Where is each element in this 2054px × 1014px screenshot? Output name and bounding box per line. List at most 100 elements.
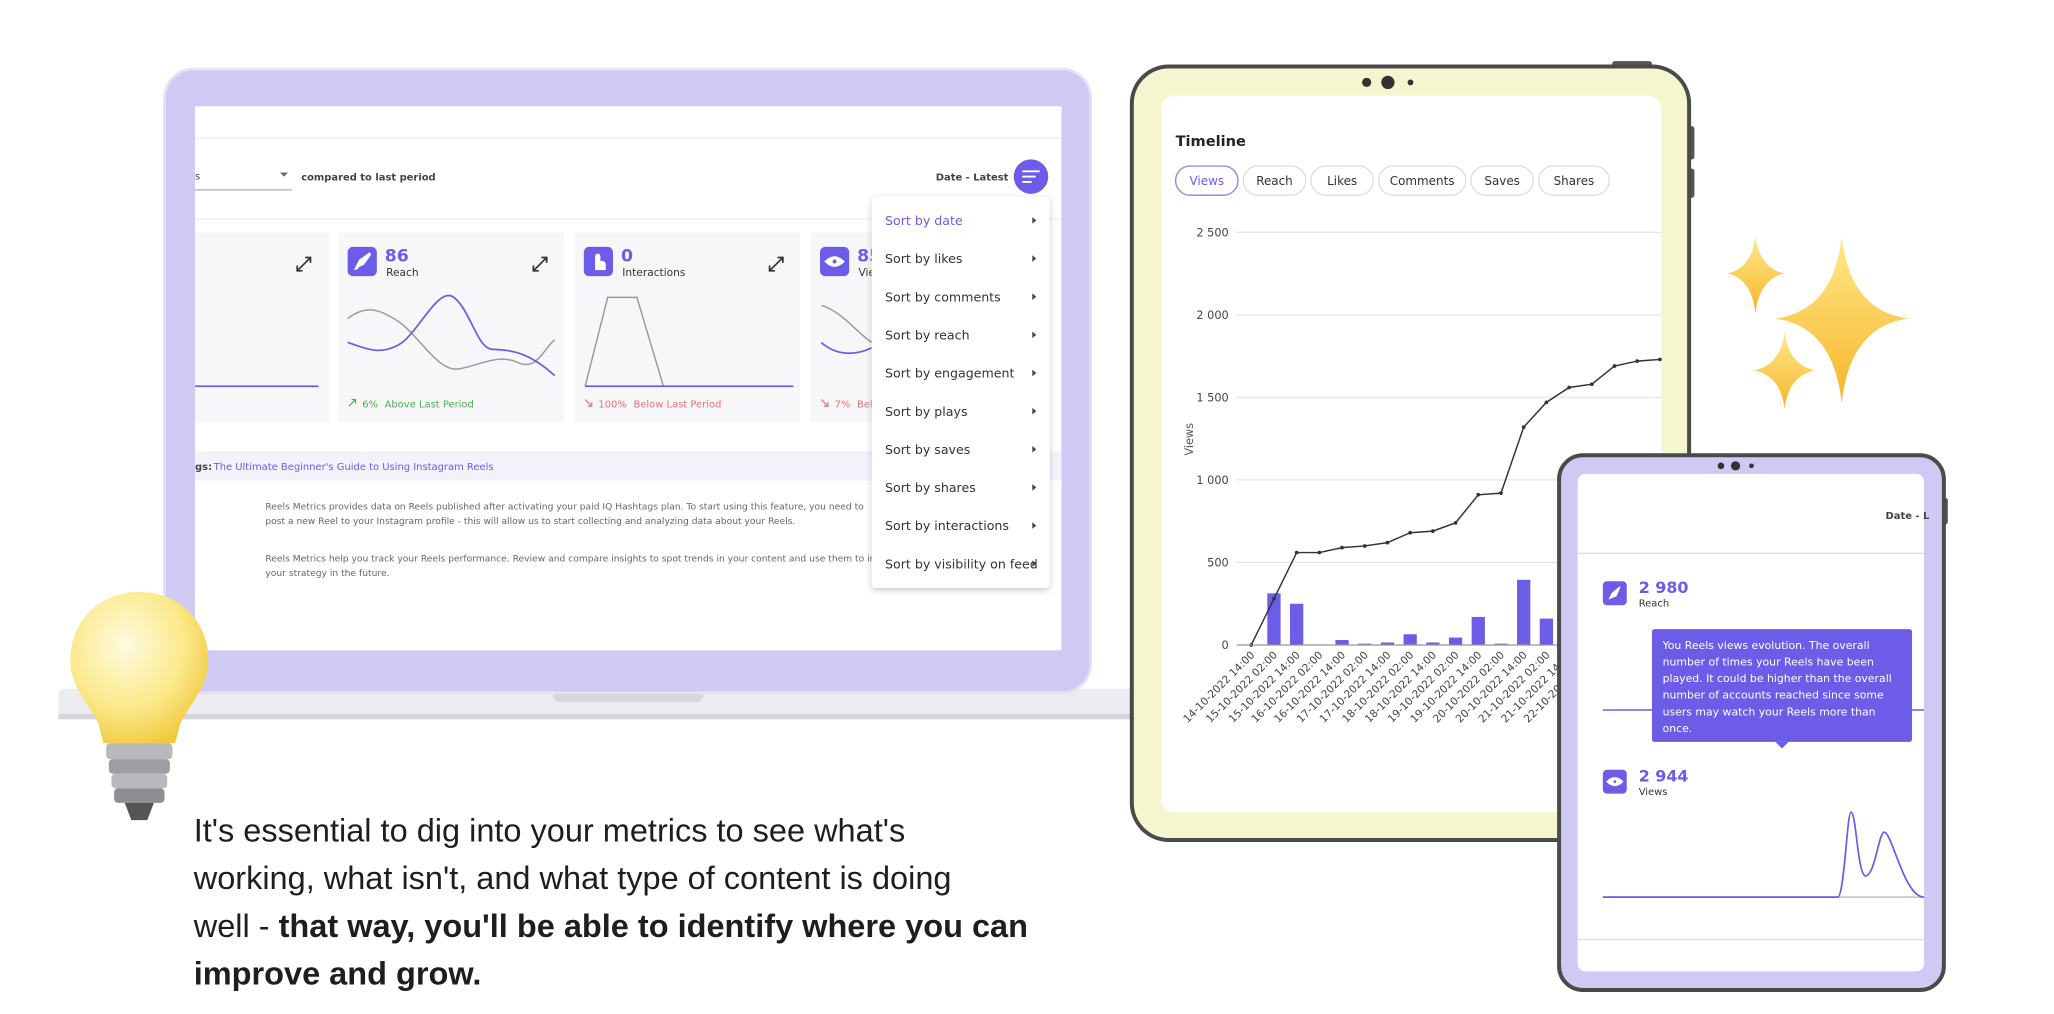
- submenu-arrow: [1032, 484, 1037, 491]
- caption-line: It's essential to dig into your metrics …: [194, 812, 905, 848]
- metric-label: Views: [1639, 787, 1668, 798]
- tooltip-text: played. It could be higher than the over…: [1663, 672, 1892, 685]
- help-link[interactable]: The Ultimate Beginner's Guide to Using I…: [213, 462, 494, 473]
- submenu-arrow: [1032, 331, 1037, 339]
- menu-item[interactable]: Sort by shares: [885, 480, 976, 495]
- line-point: [1362, 544, 1367, 548]
- icon-glyph: [1608, 586, 1621, 600]
- bar: [1448, 637, 1463, 645]
- metric-icon: [347, 246, 377, 277]
- sort-button[interactable]: [1013, 159, 1049, 194]
- select-caret: [279, 172, 288, 177]
- line-point: [1453, 520, 1458, 525]
- line-point: [1521, 425, 1526, 429]
- info-text: Reels Metrics help you track your Reels …: [265, 554, 905, 564]
- bar: [1290, 603, 1304, 645]
- y-tick-label: 1 500: [1196, 391, 1228, 404]
- submenu-arrow: [1032, 369, 1037, 377]
- tooltip-text: You Reels views evolution. The overall: [1662, 639, 1870, 652]
- tab[interactable]: [1377, 165, 1467, 196]
- tab-label: Shares: [1554, 174, 1595, 188]
- sparkline: [347, 294, 556, 377]
- menu-item[interactable]: Sort by visibility on feed: [885, 556, 1038, 571]
- bar: [1380, 642, 1395, 645]
- y-tick-label: 1 000: [1196, 474, 1228, 487]
- menu-item[interactable]: Sort by engagement: [885, 366, 1014, 381]
- sparkline: [820, 341, 873, 354]
- info-text: Reels Metrics provides data on Reels pub…: [265, 503, 864, 513]
- bar: [1267, 593, 1281, 645]
- metric-label: Reach: [1639, 599, 1669, 610]
- tab[interactable]: [1470, 165, 1534, 196]
- metric-icon: [583, 246, 614, 277]
- lightbulb-icon: [70, 591, 209, 821]
- line-point: [1294, 550, 1299, 555]
- laptop-base-edge: [58, 713, 1136, 720]
- tab[interactable]: [1242, 165, 1307, 196]
- tab-label: Likes: [1327, 174, 1357, 188]
- menu-item[interactable]: Sort by comments: [885, 289, 1001, 304]
- icon-bg: [820, 246, 850, 277]
- line-point: [1385, 540, 1390, 545]
- tab[interactable]: [1310, 165, 1374, 196]
- sort-menu: Sort by date Sort by likes Sort by comment…: [871, 196, 1050, 588]
- submenu-arrow: [1032, 217, 1037, 224]
- sparkline: [347, 309, 556, 370]
- expand-button: [768, 256, 784, 272]
- line-point: [1612, 364, 1617, 368]
- tooltip: [1651, 629, 1913, 742]
- info-text: post a new Reel to your Instagram profil…: [265, 517, 795, 527]
- sort-label: Date - Latest: [936, 173, 1009, 184]
- tab[interactable]: [1174, 165, 1239, 196]
- metric-value: 86: [385, 247, 409, 267]
- y-axis-label: Views: [1183, 423, 1196, 456]
- sparkline: [1602, 811, 1925, 898]
- y-tick-label: 0: [1222, 639, 1229, 652]
- filter-label: compared to last period: [301, 173, 435, 184]
- laptop-base: [58, 688, 1136, 718]
- icon-glyph: [824, 256, 845, 267]
- expand-button: [296, 256, 312, 272]
- y-tick-label: 500: [1207, 556, 1229, 569]
- line-point: [1408, 530, 1413, 535]
- menu-item[interactable]: Sort by saves: [885, 442, 970, 457]
- tab-label: Saves: [1484, 174, 1520, 188]
- y-tick-label: 2 000: [1196, 309, 1228, 322]
- submenu-arrow: [1032, 293, 1037, 301]
- menu-item[interactable]: Sort by plays: [885, 404, 968, 419]
- icon-glyph: [595, 253, 606, 271]
- submenu-arrow: [1032, 255, 1037, 262]
- icon-glyph: [1606, 777, 1624, 787]
- line-point: [1544, 400, 1549, 405]
- trend-arrow: [584, 399, 593, 407]
- bar: [1403, 634, 1417, 645]
- laptop: s compared to last period Date - Latest …: [58, 67, 1136, 720]
- metric-value: 2 980: [1639, 578, 1689, 597]
- y-tick-label: 2 500: [1196, 226, 1228, 239]
- tab-label: Views: [1190, 174, 1225, 188]
- menu-item[interactable]: Sort by date: [885, 213, 963, 228]
- metric-change: 6% Above Last Period: [362, 399, 474, 410]
- menu-item[interactable]: Sort by likes: [885, 251, 962, 266]
- laptop-content: s compared to last period Date - Latest …: [195, 137, 1062, 588]
- line-point: [1499, 491, 1503, 495]
- tab-label: Comments: [1390, 174, 1455, 188]
- submenu-arrow: [1032, 560, 1037, 568]
- tooltip-text: number of accounts reached since some: [1663, 689, 1884, 702]
- line-point: [1476, 492, 1481, 497]
- submenu-arrow: [1032, 445, 1037, 453]
- trend-arrow: [820, 399, 829, 407]
- metric-label: Reach: [386, 266, 418, 279]
- tablet-screen: [1161, 95, 1662, 813]
- menu-item[interactable]: Sort by interactions: [885, 518, 1009, 533]
- filter-select[interactable]: s: [195, 171, 200, 182]
- line-point: [1658, 357, 1662, 362]
- icon-glyph: [354, 252, 371, 271]
- tab[interactable]: [1537, 165, 1610, 196]
- menu-item[interactable]: Sort by reach: [885, 327, 970, 342]
- info-text: your strategy in the future.: [265, 569, 389, 579]
- line-point: [1340, 545, 1344, 550]
- line-point: [1431, 529, 1435, 533]
